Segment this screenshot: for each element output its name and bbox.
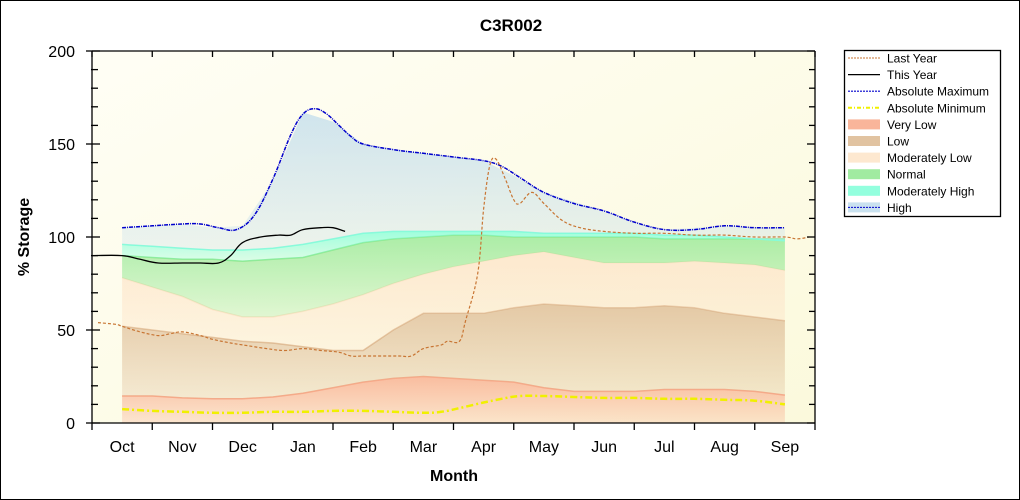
x-tick-label: Aug — [710, 439, 738, 456]
x-tick-label: Jan — [290, 439, 316, 456]
legend-swatch-very-low — [848, 119, 880, 130]
x-tick-label: Oct — [110, 439, 135, 456]
legend-label-absolute-minimum: Absolute Minimum — [887, 101, 986, 115]
x-tick-label: Apr — [471, 439, 497, 456]
y-tick-label: 100 — [48, 230, 75, 247]
band-low — [122, 304, 785, 399]
legend-label-last-year: Last Year — [887, 52, 937, 66]
legend-label-very-low: Very Low — [887, 118, 937, 132]
legend: Last Year This Year Absolute Maximum Absolu… — [843, 49, 1002, 218]
y-axis-title: % Storage — [16, 198, 33, 276]
series-absolute-minimum — [122, 394, 786, 415]
x-tick-label: Nov — [168, 439, 196, 456]
legend-swatch-low — [848, 136, 880, 146]
legend-swatch-normal — [848, 169, 880, 180]
band-normal — [122, 235, 785, 317]
x-tick-label: Jul — [654, 439, 674, 456]
x-tick-label: Dec — [228, 439, 256, 456]
x-tick-label: May — [529, 439, 559, 456]
series-layer — [91, 107, 810, 415]
legend-swatch-moderately-high — [848, 185, 880, 196]
axes-layer: Oct Nov Dec Jan Feb Mar Apr May Jun Jul Aug Sep 0 50 1… — [48, 44, 816, 456]
chart-title: C3R002 — [480, 16, 542, 35]
x-tick-label: Feb — [349, 439, 377, 456]
y-tick-label: 150 — [48, 137, 75, 154]
legend-label-absolute-maximum: Absolute Maximum — [887, 85, 989, 99]
band-moderately-high — [122, 231, 785, 262]
legend-label-low: Low — [887, 135, 909, 149]
legend-label-normal: Normal — [887, 168, 926, 182]
y-tick-label: 50 — [57, 323, 75, 340]
x-tick-label: Sep — [771, 439, 800, 456]
x-tick-label: Mar — [410, 439, 438, 456]
series-absolute-maximum — [122, 107, 785, 232]
series-this-year — [91, 226, 346, 265]
y-tick-label: 200 — [48, 44, 75, 61]
band-high — [122, 112, 785, 251]
x-axis-title: Month — [430, 468, 478, 485]
legend-label-moderately-low: Moderately Low — [887, 151, 972, 165]
y-tick-label: 0 — [66, 416, 75, 433]
legend-label-moderately-high: Moderately High — [887, 184, 974, 198]
legend-swatch-moderately-low — [848, 152, 880, 163]
x-tick-label: Jun — [591, 439, 617, 456]
legend-label-high: High — [887, 201, 912, 215]
bands-layer — [121, 112, 786, 423]
legend-label-this-year: This Year — [887, 68, 937, 82]
series-last-year — [97, 157, 810, 358]
band-moderately-low — [122, 251, 785, 351]
